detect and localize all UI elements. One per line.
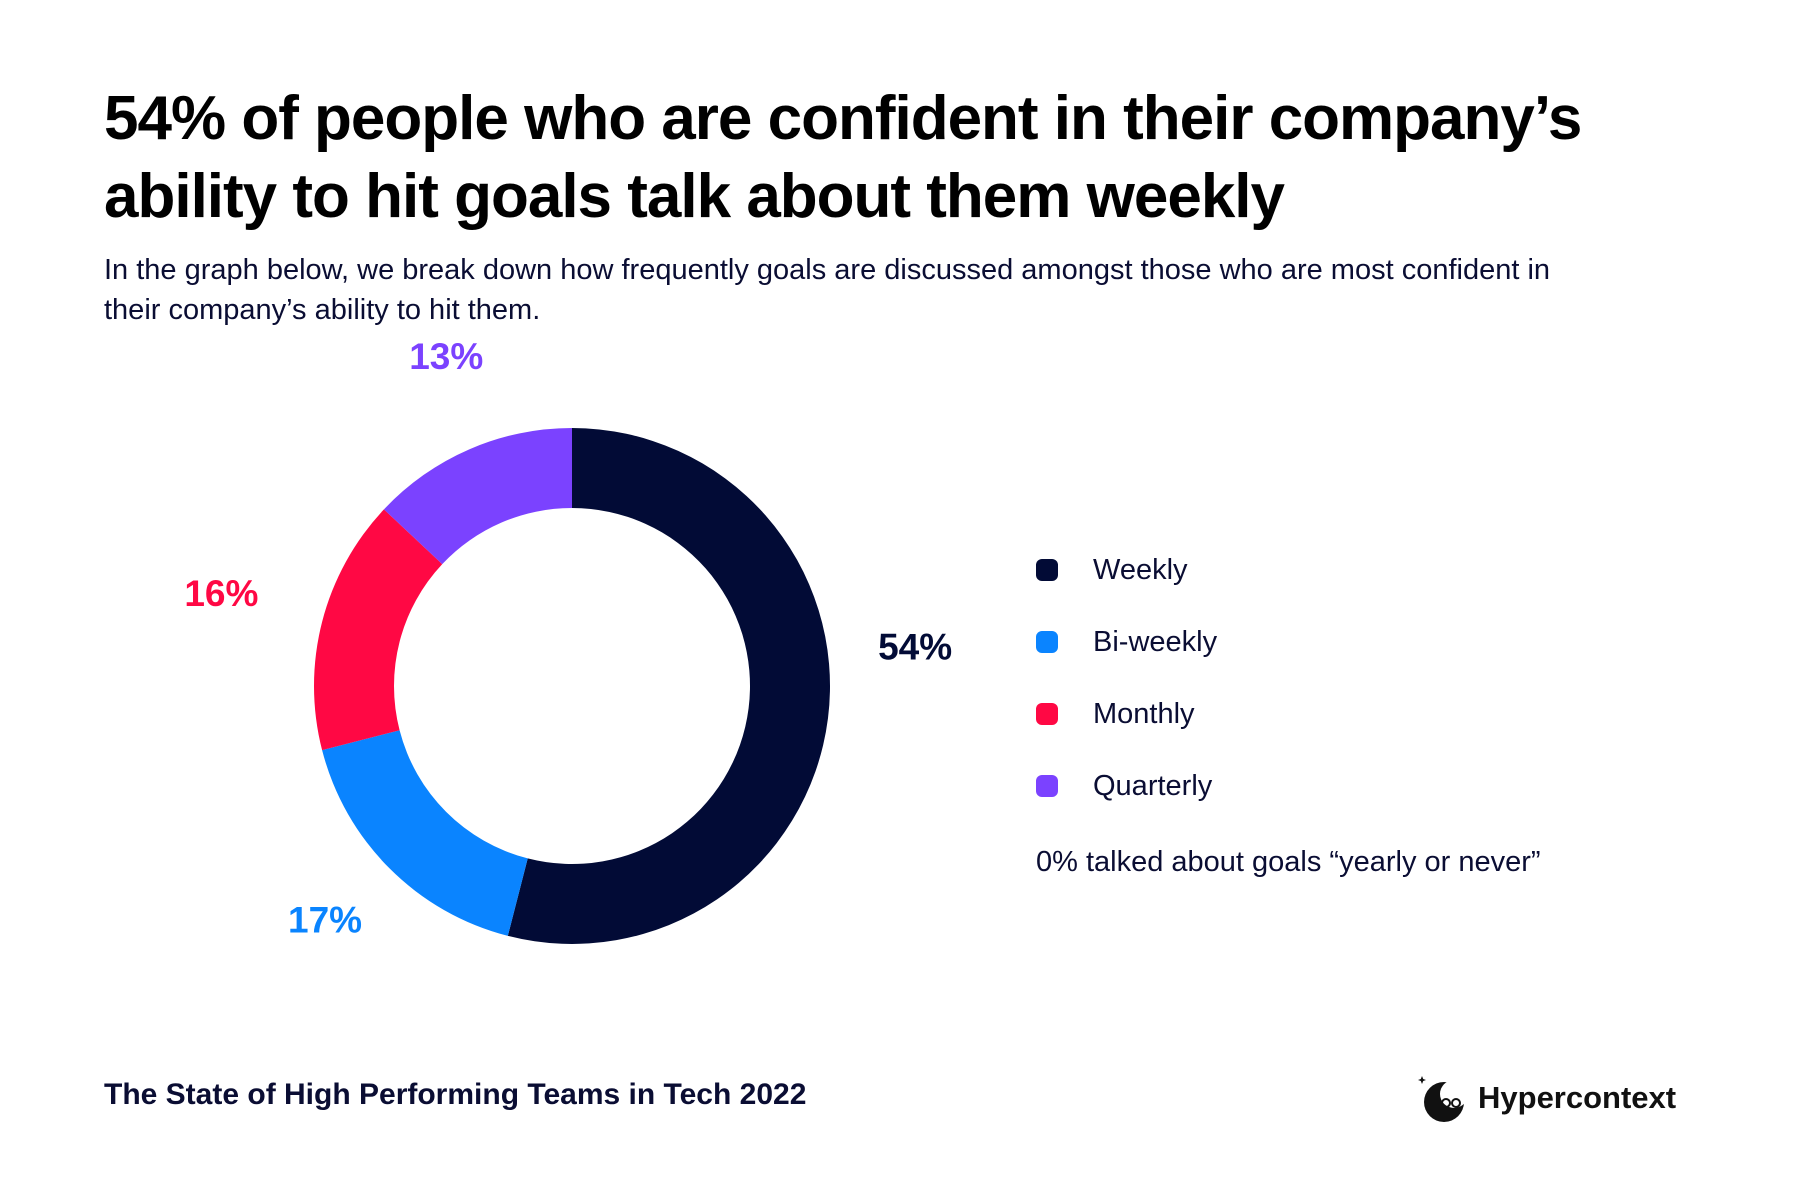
- legend-note: 0% talked about goals “yearly or never”: [1036, 846, 1541, 878]
- donut-slice-monthly: [313, 509, 443, 751]
- donut-slice-weekly: [507, 428, 830, 944]
- data-label-bi-weekly: 17%: [288, 899, 362, 940]
- legend-swatch-quarterly: [1036, 775, 1058, 797]
- page-title: 54% of people who are confident in their…: [104, 84, 1582, 231]
- legend-swatch-bi-weekly: [1036, 631, 1058, 653]
- legend-label-weekly: Weekly: [1093, 553, 1188, 586]
- legend-item-quarterly: Quarterly: [1036, 766, 1536, 806]
- legend-item-bi-weekly: Bi-weekly: [1036, 622, 1536, 662]
- legend-item-weekly: Weekly: [1036, 550, 1536, 590]
- data-label-quarterly: 13%: [409, 336, 483, 377]
- page-subtitle: In the graph below, we break down how fr…: [104, 254, 1551, 326]
- legend-label-monthly: Monthly: [1093, 697, 1195, 730]
- legend-label-quarterly: Quarterly: [1093, 769, 1213, 802]
- report-title: The State of High Performing Teams in Te…: [104, 1078, 807, 1111]
- brand: Hypercontext: [1416, 1070, 1676, 1126]
- legend-item-monthly: Monthly: [1036, 694, 1536, 734]
- data-label-weekly: 54%: [878, 627, 952, 668]
- legend-label-bi-weekly: Bi-weekly: [1093, 625, 1218, 658]
- hypercontext-logo-icon: [1418, 1076, 1468, 1122]
- legend-swatch-weekly: [1036, 559, 1058, 581]
- legend-swatch-monthly: [1036, 703, 1058, 725]
- data-label-monthly: 16%: [184, 573, 258, 614]
- donut-slice-quarterly: [383, 428, 572, 565]
- brand-name: Hypercontext: [1478, 1080, 1677, 1115]
- donut-slice-bi-weekly: [322, 730, 528, 936]
